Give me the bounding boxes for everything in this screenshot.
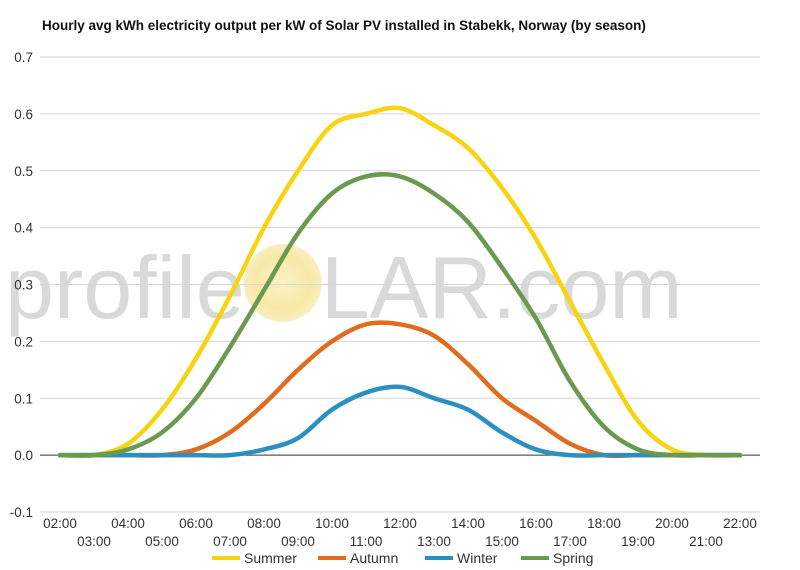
legend-label: Spring [553, 550, 593, 566]
x-tick-label: 21:00 [689, 534, 723, 549]
y-tick-label: 0.6 [14, 107, 33, 122]
y-tick-label: 0.4 [14, 221, 33, 236]
x-tick-label: 07:00 [213, 534, 247, 549]
sun-icon [243, 244, 322, 322]
legend[interactable]: Summer Autumn Winter Spring [212, 550, 593, 566]
x-tick-label: 22:00 [723, 516, 757, 531]
x-tick-label: 17:00 [553, 534, 587, 549]
x-tick-label: 18:00 [587, 516, 621, 531]
legend-item-autumn[interactable]: Autumn [318, 550, 398, 566]
legend-item-spring[interactable]: Spring [521, 550, 593, 566]
x-tick-label: 16:00 [519, 516, 553, 531]
x-tick-label: 13:00 [417, 534, 451, 549]
x-tick-label: 02:00 [43, 516, 77, 531]
x-tick-label: 04:00 [111, 516, 145, 531]
y-tick-label: 0.3 [14, 278, 33, 293]
series-line-summer [57, 105, 743, 459]
legend-swatch [318, 556, 346, 560]
y-tick-label: -0.1 [10, 505, 33, 520]
x-tick-label: 19:00 [621, 534, 655, 549]
series-lines [57, 105, 743, 459]
series-line-autumn [57, 320, 743, 459]
legend-item-summer[interactable]: Summer [212, 550, 297, 566]
series-line-winter [57, 384, 743, 458]
y-tick-label: 0.5 [14, 164, 33, 179]
grid [40, 56, 760, 513]
legend-label: Autumn [350, 550, 398, 566]
y-axis: -0.1 0.0 0.1 0.2 0.3 0.4 0.5 0.6 0.7 [10, 50, 34, 520]
y-tick-label: 0.2 [14, 334, 33, 349]
x-tick-label: 20:00 [655, 516, 689, 531]
x-tick-label: 14:00 [451, 516, 485, 531]
y-tick-label: 0.1 [14, 391, 33, 406]
y-tick-label: 0.0 [14, 448, 33, 463]
legend-label: Summer [244, 550, 297, 566]
x-axis: 02:0003:0004:0005:0006:0007:0008:0009:00… [43, 516, 757, 549]
watermark-text-left: profile [5, 238, 245, 337]
legend-item-winter[interactable]: Winter [425, 550, 498, 566]
legend-swatch [212, 556, 240, 560]
x-tick-label: 05:00 [145, 534, 179, 549]
legend-swatch [425, 556, 453, 560]
y-tick-label: 0.7 [14, 50, 33, 65]
x-tick-label: 11:00 [350, 534, 383, 549]
x-tick-label: 03:00 [77, 534, 111, 549]
x-tick-label: 08:00 [247, 516, 281, 531]
x-tick-label: 10:00 [315, 516, 349, 531]
chart-title: Hourly avg kWh electricity output per kW… [42, 18, 646, 33]
series-line-spring [57, 172, 743, 458]
legend-swatch [521, 556, 549, 560]
x-tick-label: 06:00 [179, 516, 213, 531]
legend-label: Winter [457, 550, 498, 566]
x-tick-label: 15:00 [485, 534, 519, 549]
x-tick-label: 12:00 [383, 516, 417, 531]
x-tick-label: 09:00 [281, 534, 315, 549]
watermark: profile LAR.com [5, 238, 683, 337]
